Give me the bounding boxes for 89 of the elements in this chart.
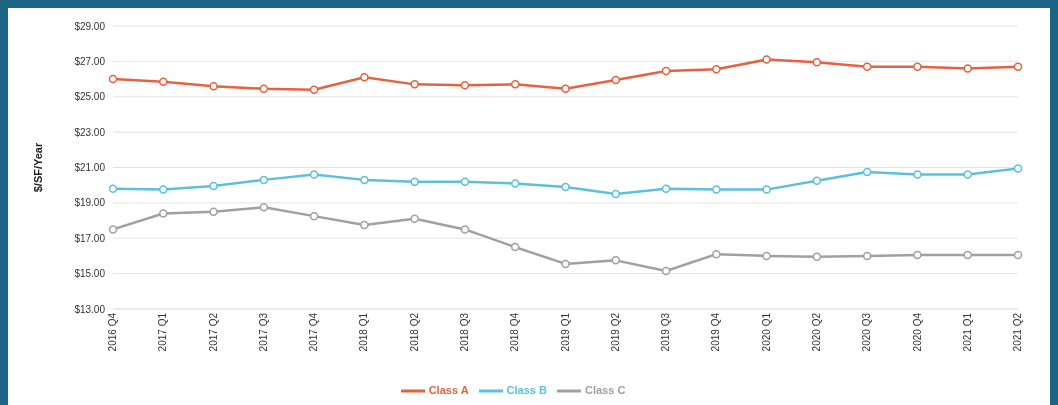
point bbox=[611, 189, 621, 199]
point bbox=[963, 64, 972, 73]
point bbox=[108, 184, 118, 193]
point bbox=[561, 84, 570, 94]
point bbox=[108, 225, 118, 234]
x-tick-label: 2017 Q3 bbox=[257, 312, 269, 352]
point bbox=[410, 80, 419, 89]
point bbox=[963, 170, 972, 179]
point bbox=[1013, 250, 1023, 260]
point bbox=[360, 175, 369, 185]
point bbox=[159, 185, 168, 194]
point bbox=[309, 170, 319, 179]
x-tick-label: 2017 Q2 bbox=[207, 312, 219, 352]
x-tick-label: 2018 Q4 bbox=[509, 312, 521, 352]
y-tick-label: $19.00 bbox=[74, 197, 106, 209]
point bbox=[963, 250, 972, 260]
point bbox=[561, 259, 570, 269]
point bbox=[510, 80, 520, 89]
x-tick-label: 2018 Q3 bbox=[459, 312, 471, 352]
point bbox=[812, 252, 822, 262]
point bbox=[209, 181, 218, 191]
y-tick-label: $25.00 bbox=[74, 91, 106, 103]
point bbox=[611, 256, 621, 265]
x-tick-label: 2018 Q2 bbox=[408, 312, 420, 352]
x-tick-label: 2020 Q2 bbox=[810, 312, 822, 352]
x-tick-label: 2020 Q3 bbox=[861, 312, 873, 352]
point bbox=[259, 175, 269, 185]
x-tick-label: 2021 Q2 bbox=[1012, 312, 1024, 352]
y-tick-label: $13.00 bbox=[74, 303, 106, 315]
point bbox=[460, 177, 470, 186]
x-tick-label: 2017 Q4 bbox=[308, 312, 320, 352]
x-tick-label: 2019 Q4 bbox=[710, 312, 722, 352]
x-tick-label: 2018 Q1 bbox=[358, 312, 370, 352]
point bbox=[712, 249, 721, 259]
point bbox=[309, 211, 319, 221]
legend-label: Class A bbox=[428, 383, 469, 396]
point bbox=[561, 182, 570, 192]
point bbox=[661, 184, 671, 193]
y-tick-label: $27.00 bbox=[74, 55, 106, 67]
point bbox=[762, 55, 771, 64]
y-tick-label: $21.00 bbox=[74, 162, 106, 174]
x-tick-label: 2017 Q1 bbox=[157, 312, 169, 352]
y-tick-label: $23.00 bbox=[74, 126, 106, 138]
y-tick-label: $15.00 bbox=[74, 268, 106, 280]
point bbox=[913, 62, 922, 71]
x-tick-label: 2020 Q1 bbox=[760, 312, 772, 352]
point bbox=[309, 85, 319, 94]
x-tick-label: 2019 Q2 bbox=[609, 312, 621, 352]
point bbox=[209, 81, 218, 91]
legend-label: Class C bbox=[584, 383, 626, 396]
point bbox=[259, 84, 269, 94]
point bbox=[209, 207, 218, 216]
point bbox=[862, 251, 872, 261]
point bbox=[712, 65, 721, 74]
point bbox=[661, 66, 671, 76]
legend-label: Class B bbox=[506, 383, 547, 396]
x-tick-label: 2016 Q4 bbox=[107, 312, 119, 352]
point bbox=[762, 185, 771, 194]
point bbox=[159, 77, 168, 86]
y-tick-label: $17.00 bbox=[74, 232, 106, 244]
point bbox=[913, 250, 922, 260]
x-tick-label: 2020 Q4 bbox=[911, 312, 923, 352]
point bbox=[360, 73, 369, 82]
point bbox=[661, 266, 671, 276]
point bbox=[862, 62, 872, 71]
point bbox=[460, 225, 470, 234]
point bbox=[712, 185, 721, 194]
point bbox=[812, 176, 822, 186]
x-tick-label: 2019 Q3 bbox=[660, 312, 672, 352]
x-tick-label: 2019 Q1 bbox=[559, 312, 571, 352]
x-tick-label: 2021 Q1 bbox=[961, 312, 973, 352]
point bbox=[410, 177, 419, 186]
point bbox=[611, 75, 621, 85]
point bbox=[460, 81, 470, 90]
point bbox=[510, 242, 520, 252]
point bbox=[762, 251, 771, 261]
point bbox=[410, 214, 419, 224]
point bbox=[1013, 164, 1023, 173]
y-tick-label: $29.00 bbox=[74, 20, 106, 32]
point bbox=[913, 170, 922, 179]
y-axis-title: $/SF/Year bbox=[31, 142, 44, 193]
point bbox=[862, 167, 872, 177]
point bbox=[812, 58, 822, 67]
point bbox=[259, 203, 269, 212]
point bbox=[159, 209, 168, 218]
point bbox=[108, 74, 118, 84]
point bbox=[360, 220, 369, 230]
point bbox=[1013, 62, 1023, 71]
point bbox=[510, 179, 520, 188]
